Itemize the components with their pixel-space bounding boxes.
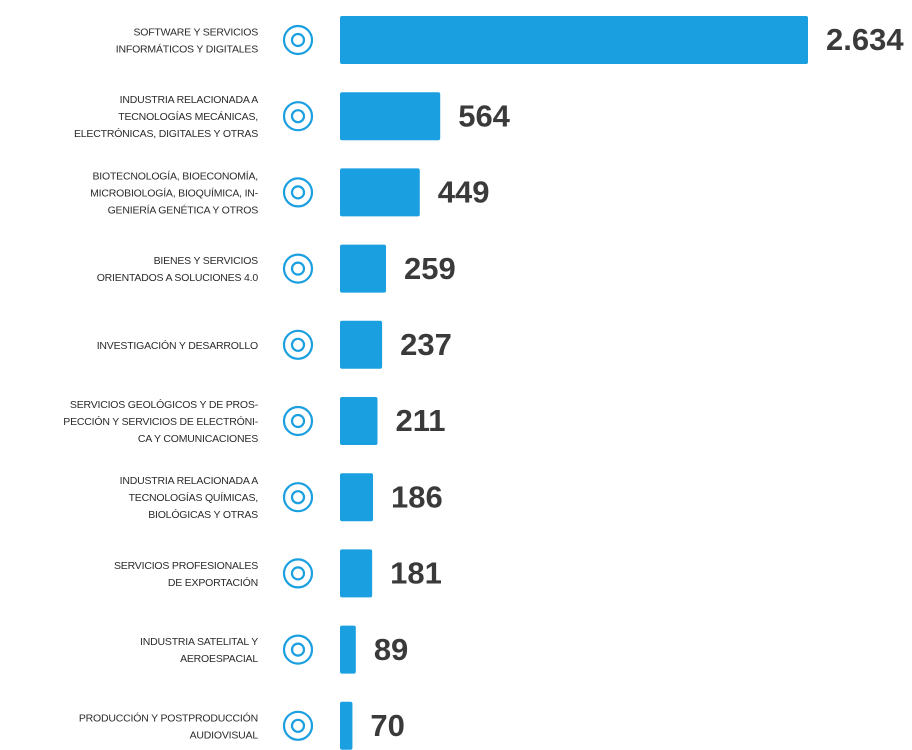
- value-label: 2.634: [826, 22, 904, 57]
- value-label: 181: [390, 556, 442, 591]
- bar: [340, 168, 420, 217]
- bar: [340, 473, 374, 522]
- icon-shape: [290, 490, 306, 505]
- icon-shape: [290, 718, 306, 733]
- category-icon: [282, 634, 314, 665]
- category-icon: [282, 558, 314, 589]
- bar: [340, 625, 356, 674]
- bar: [340, 320, 383, 369]
- icon-shape: [282, 482, 314, 513]
- value-label: 70: [370, 708, 404, 743]
- icon-shape: [290, 566, 306, 581]
- category-label: INDUSTRIA RELACIONADA A TECNOLOGÍAS MECÁN…: [74, 94, 258, 140]
- bar: [340, 16, 808, 64]
- category-label: INVESTIGACIÓN Y DESARROLLO: [97, 339, 258, 352]
- value-label: 259: [404, 251, 456, 286]
- icon-shape: [282, 101, 314, 132]
- category-label: SERVICIOS PROFESIONALES DE EXPORTACIÓN: [114, 560, 258, 589]
- icon-shape: [282, 253, 314, 284]
- value-label: 449: [438, 175, 490, 210]
- bar: [340, 92, 441, 141]
- value-label: 186: [391, 479, 443, 514]
- category-icon: [282, 253, 314, 284]
- icon-shape: [282, 634, 314, 665]
- category-icon: [282, 710, 314, 741]
- category-icon: [282, 405, 314, 437]
- icon-shape: [290, 109, 306, 124]
- category-label: INDUSTRIA SATELITAL Y AEROESPACIAL: [140, 636, 258, 665]
- icon-shape: [290, 261, 306, 276]
- category-icon: [282, 177, 314, 208]
- bar: [340, 244, 387, 293]
- category-icon: [282, 24, 314, 56]
- icon-shape: [290, 185, 306, 200]
- category-icon: [282, 101, 314, 132]
- bar: [340, 397, 378, 445]
- category-label: SERVICIOS GEOLÓGICOS Y DE PROS-PECCIÓN Y…: [63, 398, 258, 445]
- icon-shape: [282, 405, 314, 437]
- value-label: 211: [395, 403, 445, 438]
- category-label: PRODUCCIÓN Y POSTPRODUCCIÓN AUDIOVISUAL: [79, 711, 259, 741]
- category-label: BIENES Y SERVICIOS ORIENTADOS A SOLUCIONE…: [97, 255, 259, 284]
- category-icon: [282, 482, 314, 513]
- category-label: BIOTECNOLOGÍA, BIOECONOMÍA, MICROBIOLOGÍA…: [90, 169, 259, 216]
- value-label: 564: [458, 98, 510, 133]
- category-label: SOFTWARE Y SERVICIOS INFORMÁTICOS Y DIGIT…: [116, 27, 258, 56]
- icon-shape: [282, 24, 314, 56]
- icon-shape: [282, 710, 314, 741]
- icon-shape: [282, 558, 314, 589]
- icon-shape: [290, 413, 306, 429]
- icon-shape: [290, 32, 306, 48]
- icon-shape: [290, 642, 306, 657]
- icon-shape: [282, 177, 314, 208]
- icon-shape: [282, 329, 314, 360]
- value-label: 237: [400, 327, 452, 362]
- category-label: INDUSTRIA RELACIONADA A TECNOLOGÍAS QUÍMI…: [120, 475, 259, 521]
- bar: [340, 549, 373, 598]
- value-label: 89: [374, 632, 408, 667]
- category-icon: [282, 329, 314, 360]
- icon-shape: [290, 337, 306, 352]
- bar: [340, 701, 353, 750]
